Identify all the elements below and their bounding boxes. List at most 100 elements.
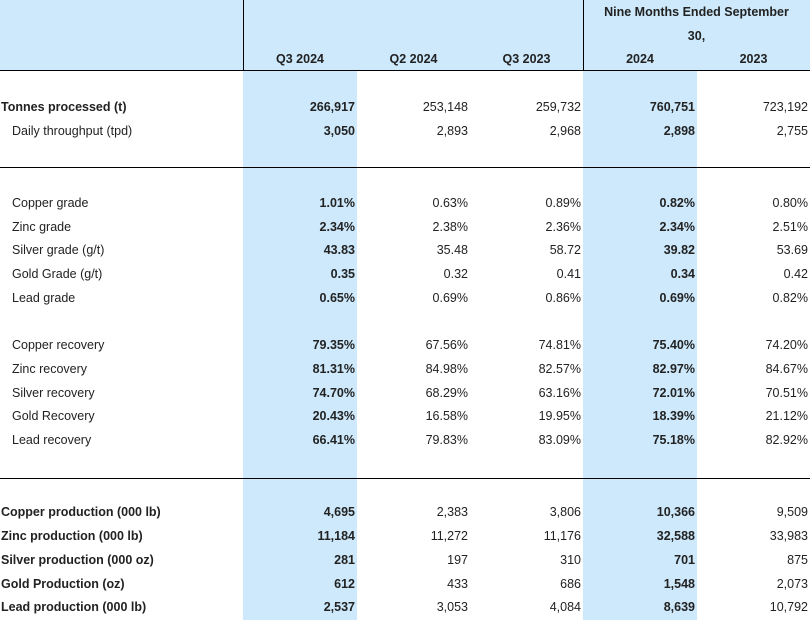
highlight-column-2024 [583,0,697,620]
cell-ag-prod-2023: 875 [787,553,808,567]
cell-au-prod-q3-2024: 612 [334,577,355,591]
cell-pb-prod-q2-2024: 3,053 [436,600,468,614]
cell-zn-rec-q3-2024: 81.31% [312,362,355,376]
header-rule [0,70,810,71]
row-label-au-prod: Gold Production (oz) [1,577,125,591]
cell-ag-rec-q3-2024: 74.70% [312,386,355,400]
cell-cu-prod-q3-2023: 3,806 [549,505,581,519]
cell-au-grade-q2-2024: 0.32 [443,267,468,281]
cell-tonnes-q2-2024: 253,148 [422,100,468,114]
cell-pb-grade-q2-2024: 0.69% [432,291,468,305]
nine-months-header-cont: 30, [687,29,706,43]
cell-pb-prod-q3-2024: 2,537 [323,600,355,614]
cell-ag-rec-q2-2024: 68.29% [425,386,468,400]
cell-au-rec-q3-2024: 20.43% [312,409,355,423]
cell-au-grade-2024: 0.34 [670,267,695,281]
highlight-column-q3-2024 [243,0,357,620]
cell-pb-grade-2024: 0.69% [659,291,695,305]
cell-cu-grade-q2-2024: 0.63% [432,196,468,210]
column-header-q3-2023: Q3 2023 [502,52,551,66]
row-label-tonnes: Tonnes processed (t) [1,100,127,114]
cell-tonnes-2024: 760,751 [649,100,695,114]
cell-ag-grade-q2-2024: 35.48 [436,243,468,257]
row-label-cu-rec: Copper recovery [12,338,105,352]
cell-au-rec-q3-2023: 19.95% [538,409,581,423]
row-label-au-grade: Gold Grade (g/t) [12,267,103,281]
cell-cu-prod-q2-2024: 2,383 [436,505,468,519]
cell-au-rec-2024: 18.39% [652,409,695,423]
section-rule-1 [0,167,810,168]
cell-ag-grade-2024: 39.82 [663,243,695,257]
cell-zn-prod-2023: 33,983 [769,529,808,543]
cell-pb-rec-2023: 82.92% [765,433,808,447]
cell-zn-prod-q3-2023: 11,176 [543,529,581,543]
cell-throughput-q3-2024: 3,050 [323,124,355,138]
row-label-au-rec: Gold Recovery [12,409,95,423]
cell-throughput-2024: 2,898 [663,124,695,138]
cell-pb-grade-q3-2024: 0.65% [319,291,355,305]
row-label-pb-rec: Lead recovery [12,433,92,447]
row-label-zn-prod: Zinc production (000 lb) [1,529,143,543]
cell-au-prod-q3-2023: 686 [560,577,581,591]
cell-au-rec-2023: 21.12% [765,409,808,423]
cell-au-rec-q2-2024: 16.58% [425,409,468,423]
cell-pb-rec-2024: 75.18% [652,433,695,447]
row-label-zn-grade: Zinc grade [12,220,72,234]
cell-pb-rec-q2-2024: 79.83% [425,433,468,447]
cell-zn-grade-q3-2024: 2.34% [319,220,355,234]
cell-zn-rec-q2-2024: 84.98% [425,362,468,376]
cell-zn-rec-q3-2023: 82.57% [538,362,581,376]
cell-cu-prod-2023: 9,509 [776,505,808,519]
cell-tonnes-q3-2024: 266,917 [309,100,355,114]
column-header-2024: 2024 [626,52,654,66]
cell-ag-grade-2023: 53.69 [776,243,808,257]
cell-cu-grade-q3-2023: 0.89% [545,196,581,210]
cell-pb-prod-q3-2023: 4,084 [549,600,581,614]
cell-zn-prod-2024: 32,588 [656,529,695,543]
column-header-q3-2024: Q3 2024 [276,52,324,66]
cell-cu-grade-2024: 0.82% [659,196,695,210]
cell-ag-prod-q3-2023: 310 [560,553,581,567]
cell-cu-grade-q3-2024: 1.01% [319,196,355,210]
cell-zn-rec-2024: 82.97% [652,362,695,376]
cell-pb-grade-q3-2023: 0.86% [545,291,581,305]
cell-cu-rec-2023: 74.20% [765,338,808,352]
cell-throughput-2023: 2,755 [776,124,808,138]
row-label-ag-prod: Silver production (000 oz) [1,553,154,567]
cell-zn-prod-q2-2024: 11,272 [430,529,468,543]
cell-pb-prod-2023: 10,792 [769,600,808,614]
header-divider-right [583,0,584,70]
header-divider-left [243,0,244,70]
cell-throughput-q2-2024: 2,893 [436,124,468,138]
row-label-throughput: Daily throughput (tpd) [12,124,133,138]
cell-zn-rec-2023: 84.67% [765,362,808,376]
cell-au-grade-q3-2024: 0.35 [330,267,355,281]
cell-zn-grade-q3-2023: 2.36% [545,220,581,234]
cell-zn-grade-q2-2024: 2.38% [432,220,468,234]
column-header-2023: 2023 [739,52,768,66]
cell-pb-rec-q3-2024: 66.41% [312,433,355,447]
cell-cu-rec-q3-2024: 79.35% [312,338,355,352]
cell-au-prod-2024: 1,548 [663,577,695,591]
cell-au-prod-2023: 2,073 [776,577,808,591]
cell-cu-rec-q2-2024: 67.56% [425,338,468,352]
cell-zn-grade-2024: 2.34% [659,220,695,234]
cell-zn-prod-q3-2024: 11,184 [317,529,355,543]
row-label-cu-grade: Copper grade [12,196,89,210]
row-label-pb-grade: Lead grade [12,291,76,305]
cell-au-prod-q2-2024: 433 [447,577,468,591]
cell-tonnes-2023: 723,192 [762,100,808,114]
cell-cu-rec-2024: 75.40% [652,338,695,352]
row-label-pb-prod: Lead production (000 lb) [1,600,147,614]
cell-ag-prod-q3-2024: 281 [334,553,355,567]
cell-au-grade-2023: 0.42 [783,267,808,281]
cell-pb-grade-2023: 0.82% [772,291,808,305]
cell-throughput-q3-2023: 2,968 [549,124,581,138]
cell-ag-prod-2024: 701 [674,553,695,567]
cell-au-grade-q3-2023: 0.41 [556,267,581,281]
section-rule-2 [0,478,810,479]
cell-ag-rec-q3-2023: 63.16% [538,386,581,400]
row-label-ag-grade: Silver grade (g/t) [12,243,105,257]
cell-ag-grade-q3-2023: 58.72 [549,243,581,257]
cell-cu-rec-q3-2023: 74.81% [538,338,581,352]
